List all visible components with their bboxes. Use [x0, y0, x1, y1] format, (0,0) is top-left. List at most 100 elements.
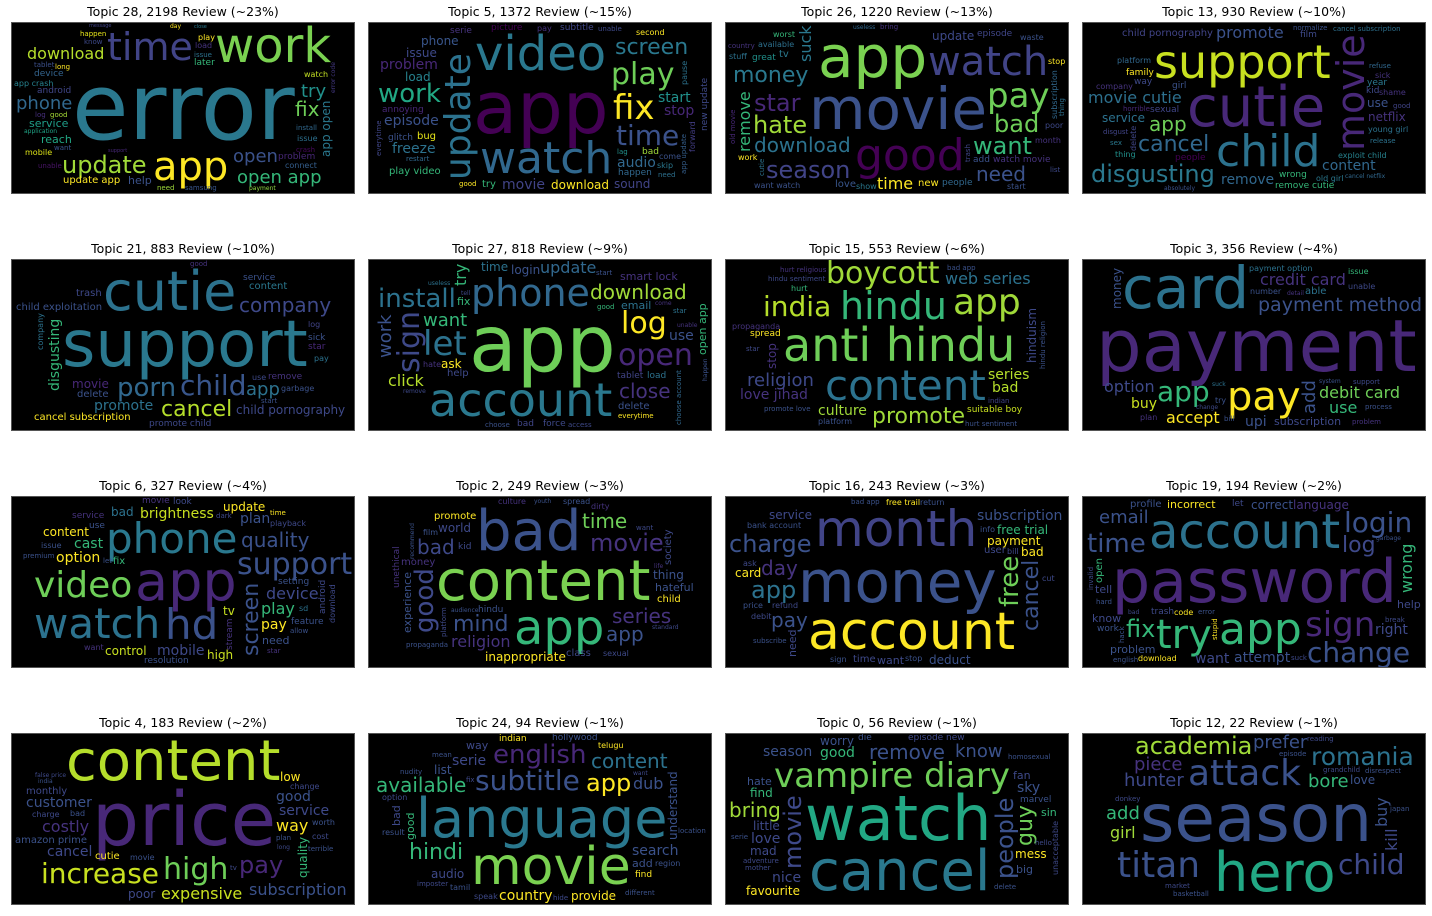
panel-title: Topic 16, 243 Review (~3%) — [809, 478, 985, 493]
cloud-word: login — [511, 263, 541, 278]
cloud-word: child pornography — [1122, 28, 1213, 40]
cloud-word: pause — [680, 60, 689, 85]
cloud-word: issue — [194, 50, 212, 59]
cloud-word: sick — [1375, 70, 1391, 80]
cloud-word: change — [290, 781, 320, 791]
cloud-word: load — [195, 40, 213, 50]
cloud-word: sd — [299, 603, 309, 613]
cloud-word: language — [416, 786, 668, 850]
cloud-word: content — [249, 281, 288, 293]
cloud-word: service — [769, 508, 812, 523]
cloud-word: log — [308, 319, 321, 329]
word-cloud: payment card pay payment method app add credit… — [1082, 259, 1426, 431]
cloud-word: option — [382, 792, 408, 802]
cloud-word: cancel — [809, 838, 991, 904]
cloud-word: episode — [977, 29, 1013, 40]
cloud-word: cancel — [1019, 559, 1044, 631]
cloud-word: need — [658, 170, 676, 179]
panel-title: Topic 21, 883 Review (~10%) — [91, 241, 275, 256]
cloud-word: love — [1350, 773, 1376, 788]
cloud-word: want — [84, 642, 104, 652]
cloud-word: want — [877, 654, 905, 668]
cloud-word: refund — [772, 600, 799, 610]
cloud-word: use — [1367, 96, 1389, 111]
cloud-word: log — [1342, 532, 1376, 558]
cloud-word: dub — [633, 774, 664, 794]
cloud-word: payment option — [1249, 263, 1313, 273]
cloud-word: bad — [70, 808, 86, 818]
cloud-word: app — [586, 768, 632, 797]
cloud-word: samsung — [185, 183, 217, 192]
cloud-word: english — [493, 740, 587, 771]
cloud-word: subscription — [977, 508, 1063, 525]
cloud-word: delete — [618, 401, 650, 413]
cloud-word: fix — [113, 556, 126, 568]
cloud-word: useless — [428, 279, 451, 287]
cloud-word: attack — [1188, 752, 1301, 794]
cloud-word: disrespect — [1365, 766, 1402, 775]
cloud-word: charge — [729, 529, 812, 558]
cloud-word: young girl — [1368, 124, 1409, 134]
cloud-word: remove — [268, 372, 303, 383]
cloud-word: open — [233, 145, 278, 167]
cloud-word: start — [261, 396, 278, 405]
cloud-word: watch — [805, 782, 992, 856]
cloud-word: sin — [1041, 806, 1057, 820]
cloud-word: promote child — [149, 419, 212, 430]
cloud-word: inappropriate — [485, 650, 566, 665]
cloud-word: worry — [820, 734, 854, 749]
cloud-word: come — [655, 299, 672, 307]
cloud-word: spread — [563, 496, 591, 506]
cloud-word: tablet — [617, 371, 644, 382]
cloud-word: app — [1157, 375, 1210, 409]
cloud-word: stuff — [729, 51, 747, 61]
cloud-word: disgusting — [47, 318, 63, 391]
cloud-word: stupid — [1211, 618, 1219, 640]
cloud-word: info — [980, 524, 996, 534]
cloud-word: plan — [240, 511, 271, 528]
cloud-word: movie — [590, 528, 664, 557]
cloud-word: pay — [1227, 373, 1301, 420]
cloud-word: account — [808, 601, 1016, 662]
cloud-word: terrible — [308, 844, 334, 853]
cloud-word: work — [1097, 624, 1119, 635]
cloud-word: new update — [700, 77, 710, 131]
cloud-word: app — [1149, 111, 1187, 136]
cloud-word: trash — [76, 288, 102, 300]
cloud-word: app — [153, 143, 229, 190]
cloud-word: hero — [1214, 840, 1336, 904]
cloud-word: bill — [1224, 414, 1235, 423]
cloud-word: android — [318, 579, 328, 614]
cloud-word: download — [27, 44, 105, 64]
cloud-word: smart lock — [620, 270, 678, 284]
word-cloud: money account month charge free app cancel day p… — [725, 496, 1069, 668]
cloud-word: donkey — [1115, 794, 1141, 803]
cloud-word: good — [404, 812, 417, 840]
cloud-word: sign — [830, 654, 847, 664]
cloud-word: hunter — [1124, 769, 1184, 791]
cloud-word: charge — [32, 809, 60, 819]
cloud-word: delete — [1129, 125, 1138, 151]
cloud-word: play video — [389, 166, 441, 178]
panel-title: Topic 6, 327 Review (~4%) — [99, 478, 267, 493]
cloud-word: device — [34, 69, 64, 80]
cloud-word: remove — [735, 91, 754, 152]
cloud-word: use — [252, 372, 267, 382]
word-cloud: watch cancel vampire diary people movie guy re… — [725, 733, 1069, 905]
cloud-word: app — [818, 22, 928, 91]
cloud-word: use — [1329, 398, 1358, 418]
cloud-word: company — [1096, 81, 1133, 91]
cloud-word: trash — [964, 144, 972, 162]
cloud-word: app — [469, 300, 616, 391]
cloud-word: hurt sentiment — [965, 419, 1018, 428]
cloud-word: good — [459, 179, 477, 188]
cloud-word: audience — [451, 606, 479, 614]
cloud-word: app open — [319, 100, 333, 157]
cloud-word: remove — [869, 739, 945, 764]
cloud-word: use — [669, 328, 694, 345]
cloud-word: time — [582, 508, 628, 533]
cloud-word: basketball — [1173, 889, 1209, 898]
cloud-word: issue — [297, 133, 318, 143]
cloud-word: stop — [905, 653, 923, 663]
cloud-word: service — [279, 803, 330, 820]
